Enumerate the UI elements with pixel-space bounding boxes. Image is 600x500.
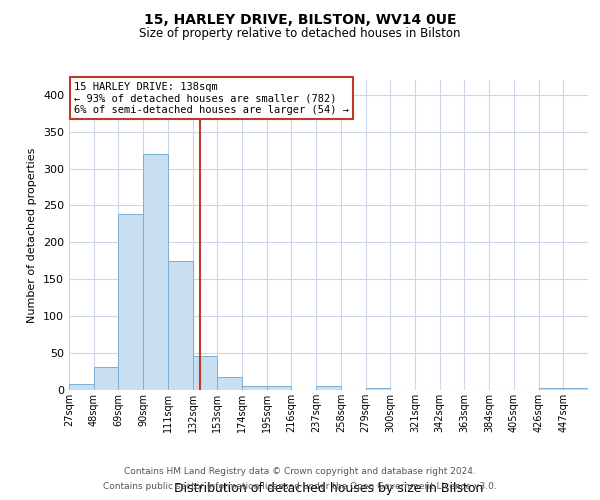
Bar [69, 384, 94, 390]
Text: Contains HM Land Registry data © Crown copyright and database right 2024.: Contains HM Land Registry data © Crown c… [124, 467, 476, 476]
Bar [143, 154, 168, 390]
Bar [316, 386, 341, 390]
Bar [193, 356, 217, 390]
Bar [365, 388, 390, 390]
Bar [118, 214, 143, 390]
Y-axis label: Number of detached properties: Number of detached properties [28, 148, 37, 322]
Bar [242, 386, 267, 390]
Bar [168, 261, 193, 390]
Text: 15, HARLEY DRIVE, BILSTON, WV14 0UE: 15, HARLEY DRIVE, BILSTON, WV14 0UE [144, 12, 456, 26]
Bar [563, 388, 588, 390]
X-axis label: Distribution of detached houses by size in Bilston: Distribution of detached houses by size … [174, 482, 483, 495]
Bar [94, 367, 118, 390]
Bar [539, 388, 563, 390]
Bar [267, 386, 292, 390]
Text: Contains public sector information licensed under the Open Government Licence v3: Contains public sector information licen… [103, 482, 497, 491]
Bar [217, 378, 242, 390]
Text: 15 HARLEY DRIVE: 138sqm
← 93% of detached houses are smaller (782)
6% of semi-de: 15 HARLEY DRIVE: 138sqm ← 93% of detache… [74, 82, 349, 115]
Text: Size of property relative to detached houses in Bilston: Size of property relative to detached ho… [139, 28, 461, 40]
